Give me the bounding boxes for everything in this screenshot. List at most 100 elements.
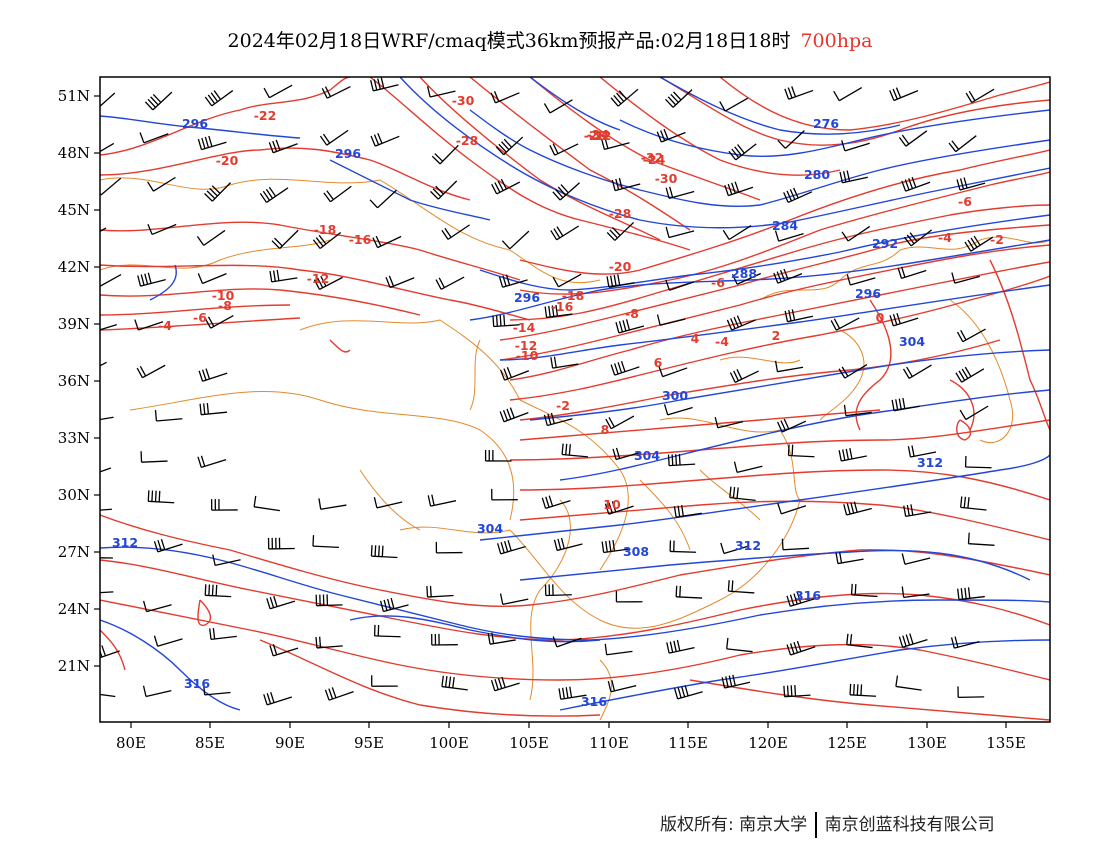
wind-barb (665, 226, 695, 239)
wind-barb (615, 590, 643, 603)
wind-barb (202, 683, 231, 696)
wind-barb (154, 409, 183, 422)
wind-barb (901, 176, 931, 192)
height-label: 276 (813, 116, 839, 131)
wind-barb (499, 367, 530, 381)
wind-barb (268, 139, 298, 154)
wind-barb (487, 632, 516, 645)
x-tick-label: 105E (509, 734, 549, 752)
wind-barb (907, 445, 937, 458)
wind-barb (830, 317, 860, 331)
wind-barb (610, 88, 639, 107)
wind-barb (901, 586, 930, 599)
temperature-label: 2 (772, 328, 781, 343)
height-label: 316 (581, 694, 607, 709)
wind-barb (259, 186, 289, 203)
wind-barb (435, 276, 465, 290)
height-label: 296 (855, 286, 881, 301)
wind-barb (271, 229, 299, 249)
wind-barb (100, 274, 122, 288)
wind-barb (729, 369, 759, 383)
wind-barb (720, 542, 750, 555)
wind-barb (667, 454, 696, 467)
temperature-label: -24 (643, 152, 666, 167)
temperature-contours (100, 77, 1050, 721)
wind-barb (267, 537, 295, 550)
temperature-label: -6 (711, 275, 725, 290)
x-tick-label: 85E (195, 734, 225, 752)
wind-barb (897, 266, 927, 280)
wind-barb (724, 181, 754, 197)
wind-barb (601, 540, 630, 554)
height-label: 312 (112, 535, 138, 550)
wind-barb (147, 490, 175, 504)
wind-barb (312, 232, 342, 249)
wind-barb (100, 227, 107, 233)
temperature-label: 10 (603, 497, 621, 512)
wind-barb (728, 143, 757, 161)
wind-barb (501, 230, 530, 250)
footer-right: 南京创蓝科技有限公司 (824, 815, 995, 835)
wind-barb (850, 583, 878, 598)
wind-barb (733, 461, 763, 473)
temperature-label: -16 (349, 232, 372, 247)
x-tick-label: 95E (354, 734, 384, 752)
wind-barb (324, 687, 354, 701)
wind-barb (315, 636, 343, 649)
wind-barb (846, 274, 876, 286)
height-labels: 2962962762802842882922962963003043043083… (112, 116, 943, 709)
wind-barb (669, 540, 697, 553)
wind-barb (841, 225, 871, 242)
wind-barb (777, 503, 807, 515)
wind-barb (606, 221, 635, 241)
wind-barb (212, 554, 241, 566)
temperature-label: -8 (625, 306, 639, 321)
wind-barb (729, 486, 756, 501)
y-tick-label: 24N (58, 600, 90, 618)
temperature-label: -20 (216, 153, 239, 168)
wind-barb (673, 685, 703, 700)
wind-barb (553, 537, 583, 552)
x-tick-label: 130E (907, 734, 947, 752)
wind-barb (371, 675, 398, 687)
temperature-label: -6 (958, 194, 972, 209)
temperature-label: -22 (254, 108, 277, 123)
wind-barb (541, 495, 571, 509)
wind-barb (100, 177, 122, 196)
height-label: 296 (335, 146, 361, 161)
height-label: 288 (731, 266, 757, 281)
temperature-label: -4 (158, 318, 172, 333)
wind-barb (147, 176, 176, 192)
wind-barb (139, 132, 169, 144)
wind-barb (786, 592, 816, 607)
copyright-footer: 版权所有: 南京大学 南京创蓝科技有限公司 (660, 810, 1080, 838)
wind-barb (209, 627, 237, 641)
wind-barb (153, 635, 183, 647)
temperature-label: -28 (456, 133, 479, 148)
wind-barb (499, 593, 529, 606)
wind-barb (665, 89, 693, 108)
wind-barb (964, 235, 994, 252)
wind-barb (957, 587, 985, 601)
wind-barb (777, 130, 805, 149)
y-tick-label: 42N (58, 258, 90, 276)
wind-barb (100, 92, 116, 108)
wind-barb (726, 315, 756, 331)
wind-barb (835, 551, 864, 565)
wind-barb (719, 97, 749, 112)
temperature-label: -14 (513, 320, 536, 335)
wind-barb (499, 407, 529, 423)
y-tick-label: 27N (58, 543, 90, 561)
height-label: 292 (872, 236, 898, 251)
temperature-label: -10 (212, 288, 235, 303)
wind-barb (427, 494, 457, 507)
wind-barb (950, 636, 980, 649)
temperature-label: 4 (691, 331, 700, 346)
wind-barb (960, 496, 987, 511)
wind-barb (948, 135, 977, 153)
wind-barb (204, 315, 234, 329)
wind-barb (721, 674, 751, 689)
wind-barb (558, 686, 587, 700)
wind-barb (606, 274, 635, 288)
